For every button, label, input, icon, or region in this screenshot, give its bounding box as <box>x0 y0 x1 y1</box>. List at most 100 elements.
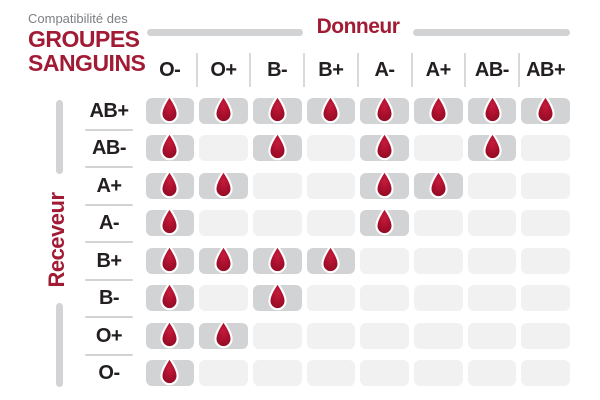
row-label-A-: A- <box>98 212 120 234</box>
cell-O--from-B+ <box>306 360 356 386</box>
cell-O+-from-A- <box>360 322 409 349</box>
cell-A--from-B+ <box>306 210 356 236</box>
cell-O--from-B- <box>252 360 302 386</box>
col-header-A-: A- <box>374 59 395 81</box>
cell-A--from-AB+ <box>521 210 571 236</box>
cell-O--from-AB+ <box>521 360 571 386</box>
blood-drop-icon <box>158 168 181 206</box>
blood-drop-icon <box>212 318 235 356</box>
col-divider <box>356 53 359 87</box>
blood-drop-icon <box>373 93 396 131</box>
donor-axis-label: Donneur <box>316 15 400 38</box>
row-label-AB-: AB- <box>91 137 127 159</box>
blood-drop-icon <box>481 130 504 168</box>
cell-B+-from-A+ <box>414 247 463 274</box>
col-header-B+: B+ <box>318 59 344 81</box>
cell-O+-from-A+ <box>414 322 463 349</box>
blood-drop-icon <box>319 243 342 281</box>
cell-AB--from-O+ <box>199 135 248 161</box>
blood-drop-icon <box>212 93 235 131</box>
row-separator <box>85 241 133 243</box>
col-divider <box>249 53 252 87</box>
cell-A+-from-AB+ <box>521 172 571 199</box>
row-separator <box>85 203 133 206</box>
cell-A+-from-B+ <box>306 172 356 199</box>
row-separator <box>85 278 133 281</box>
row-label-B-: B- <box>98 287 120 309</box>
col-divider <box>517 53 520 87</box>
row-label-A+: A+ <box>96 174 122 197</box>
blood-drop-icon <box>373 205 396 243</box>
blood-drop-icon <box>158 280 181 318</box>
cell-B--from-AB+ <box>521 285 571 311</box>
cell-A+-from-AB- <box>467 172 517 199</box>
row-label-O-: O- <box>98 362 120 384</box>
blood-drop-icon <box>481 93 504 131</box>
blood-drop-icon <box>158 243 181 281</box>
cell-O--from-A- <box>360 360 409 386</box>
col-header-AB+: AB+ <box>526 59 566 81</box>
col-divider <box>410 53 413 87</box>
cell-A--from-AB- <box>467 210 517 236</box>
row-label-B+: B+ <box>96 249 122 272</box>
row-label-AB+: AB+ <box>89 99 129 122</box>
col-divider <box>195 53 198 87</box>
cell-O+-from-B+ <box>306 322 356 349</box>
cell-B+-from-AB+ <box>521 247 571 274</box>
receiver-axis-bar-bottom <box>56 303 63 387</box>
donor-axis-bar-left <box>147 29 303 36</box>
blood-drop-icon <box>158 130 181 168</box>
cell-B--from-A+ <box>414 285 463 311</box>
row-separator <box>85 316 133 318</box>
cell-O--from-AB- <box>467 360 517 386</box>
cell-O--from-A+ <box>414 360 463 386</box>
col-header-A+: A+ <box>425 59 452 81</box>
title-eyebrow: Compatibilité des <box>28 11 128 26</box>
col-header-O-: O- <box>159 59 181 81</box>
cell-O--from-O+ <box>199 360 248 386</box>
blood-drop-icon <box>427 168 450 206</box>
donor-axis-bar-right <box>413 29 570 36</box>
cell-B--from-A- <box>360 285 409 311</box>
blood-drop-icon <box>427 93 450 131</box>
blood-drop-icon <box>266 243 289 281</box>
cell-AB--from-B+ <box>306 135 356 161</box>
blood-drop-icon <box>319 93 342 131</box>
col-divider <box>303 53 306 87</box>
row-label-O+: O+ <box>95 324 123 347</box>
cell-A--from-O+ <box>199 210 248 236</box>
row-separator <box>85 128 133 131</box>
cell-B--from-B+ <box>306 285 356 311</box>
blood-drop-icon <box>373 130 396 168</box>
col-header-AB-: AB- <box>474 59 510 81</box>
cell-A+-from-B- <box>252 172 302 199</box>
cell-O+-from-AB+ <box>521 322 571 349</box>
title-line-1: GROUPES <box>28 26 140 52</box>
row-separator <box>85 353 133 356</box>
cell-B+-from-AB- <box>467 247 517 274</box>
blood-drop-icon <box>373 168 396 206</box>
blood-drop-icon <box>158 205 181 243</box>
cell-B+-from-A- <box>360 247 409 274</box>
title-line-2: SANGUINS <box>28 50 146 76</box>
blood-drop-icon <box>158 318 181 356</box>
cell-O+-from-AB- <box>467 322 517 349</box>
blood-drop-icon <box>212 243 235 281</box>
cell-AB--from-A+ <box>414 135 463 161</box>
cell-A--from-A+ <box>414 210 463 236</box>
blood-drop-icon <box>266 130 289 168</box>
cell-B--from-O+ <box>199 285 248 311</box>
blood-drop-icon <box>266 280 289 318</box>
col-header-O+: O+ <box>210 59 237 81</box>
row-separator <box>85 166 133 168</box>
col-header-B-: B- <box>267 59 288 81</box>
blood-drop-icon <box>158 93 181 131</box>
receiver-axis-bar-top <box>56 100 63 174</box>
col-divider <box>464 53 467 87</box>
blood-drop-icon <box>212 168 235 206</box>
cell-A--from-B- <box>252 210 302 236</box>
blood-drop-icon <box>534 93 557 131</box>
cell-B--from-AB- <box>467 285 517 311</box>
blood-drop-icon <box>266 93 289 131</box>
